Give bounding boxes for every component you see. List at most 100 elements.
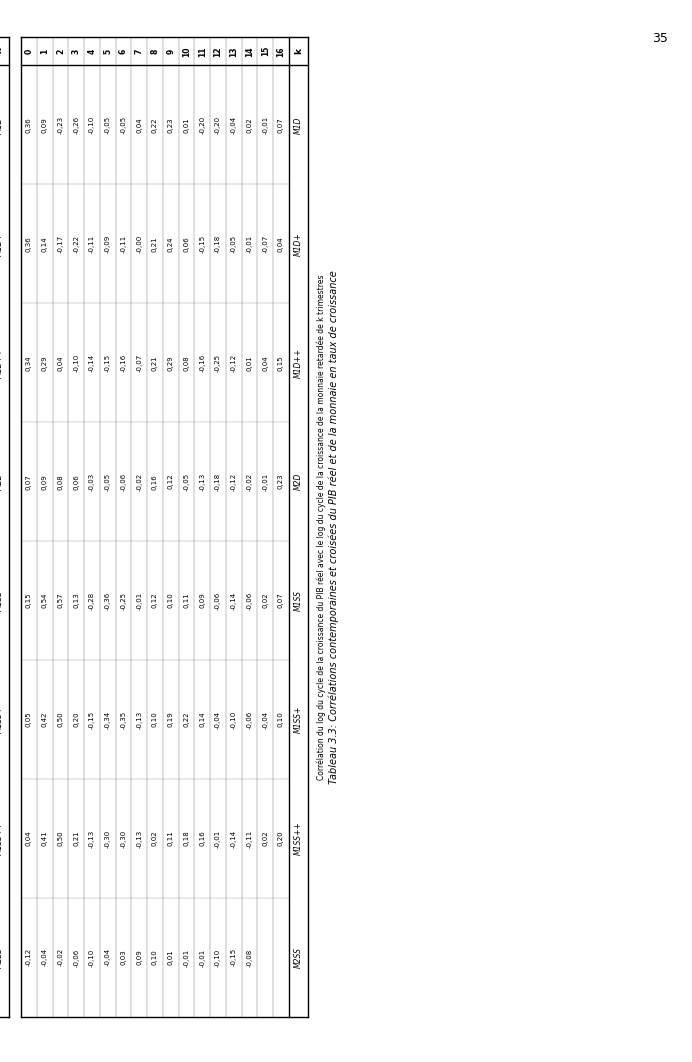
Text: 9: 9 (166, 49, 175, 54)
Text: 7: 7 (135, 49, 144, 54)
Text: -0,20: -0,20 (215, 116, 221, 134)
Text: -0,01: -0,01 (199, 948, 206, 966)
Text: -0,15: -0,15 (199, 235, 206, 253)
Text: 0,03: 0,03 (120, 949, 127, 965)
Text: -0,10: -0,10 (230, 710, 237, 729)
Text: -0,30: -0,30 (104, 829, 111, 847)
Text: -0,01: -0,01 (215, 829, 221, 847)
Text: 0,29: 0,29 (167, 355, 174, 371)
Text: -0,15: -0,15 (230, 948, 237, 966)
Text: 0,07: 0,07 (278, 117, 284, 133)
Text: 10: 10 (182, 46, 191, 56)
Text: M1D: M1D (294, 116, 303, 134)
Text: 0,50: 0,50 (57, 830, 64, 846)
Text: -k: -k (0, 47, 3, 56)
Text: 0,41: 0,41 (42, 830, 48, 846)
Text: -0,12: -0,12 (230, 473, 237, 491)
Text: -0,01: -0,01 (262, 116, 268, 134)
Text: 0,09: 0,09 (136, 949, 143, 965)
Text: -0,02: -0,02 (57, 948, 64, 966)
Text: 0,10: 0,10 (278, 712, 284, 727)
Text: 0,10: 0,10 (152, 712, 158, 727)
Text: 0,08: 0,08 (183, 355, 190, 371)
Text: -0,13: -0,13 (136, 710, 143, 729)
Text: 0,23: 0,23 (167, 117, 174, 133)
Text: -0,06: -0,06 (246, 592, 253, 610)
Text: 0,08: 0,08 (57, 474, 64, 490)
Text: 12: 12 (213, 46, 222, 56)
Text: -0,25: -0,25 (215, 354, 221, 372)
Text: 0,02: 0,02 (246, 117, 253, 133)
Text: 0,01: 0,01 (167, 949, 174, 965)
Text: 0,36: 0,36 (26, 117, 32, 133)
Text: 0,16: 0,16 (152, 474, 158, 490)
Text: -0,04: -0,04 (262, 710, 268, 729)
Text: -0,06: -0,06 (120, 473, 127, 491)
Text: 0,22: 0,22 (183, 712, 190, 727)
Text: 0,42: 0,42 (42, 712, 48, 727)
Text: -0,06: -0,06 (73, 948, 79, 966)
Text: 2: 2 (56, 49, 65, 54)
Text: -0,34: -0,34 (104, 710, 111, 729)
Text: -0,17: -0,17 (57, 235, 64, 253)
Text: -0,09: -0,09 (104, 235, 111, 253)
Text: 0,01: 0,01 (246, 355, 253, 371)
Text: 0,11: 0,11 (183, 593, 190, 609)
Text: 0,34: 0,34 (26, 355, 32, 371)
Text: 0,01: 0,01 (183, 117, 190, 133)
Text: M2SS: M2SS (294, 947, 303, 967)
Text: -0,11: -0,11 (120, 235, 127, 253)
Text: M1D++: M1D++ (0, 347, 3, 378)
Text: M1D: M1D (0, 116, 3, 134)
Text: -0,05: -0,05 (120, 116, 127, 134)
Text: 0,06: 0,06 (183, 236, 190, 252)
Text: -0,23: -0,23 (57, 116, 64, 134)
Text: 0,21: 0,21 (152, 236, 158, 252)
Text: M2D: M2D (294, 473, 303, 491)
Text: 0,09: 0,09 (199, 593, 206, 609)
Text: -0,05: -0,05 (104, 473, 111, 491)
Text: -0,11: -0,11 (246, 829, 253, 847)
Text: M2D: M2D (0, 473, 3, 491)
Text: -0,12: -0,12 (26, 948, 32, 966)
Text: -0,01: -0,01 (246, 235, 253, 253)
Text: 0,12: 0,12 (167, 474, 174, 490)
Text: 0,15: 0,15 (26, 593, 32, 609)
Text: -0,13: -0,13 (89, 829, 95, 847)
Text: 0,36: 0,36 (26, 236, 32, 252)
Text: -0,35: -0,35 (120, 710, 127, 729)
Text: -0,28: -0,28 (89, 592, 95, 610)
Text: -0,14: -0,14 (230, 829, 237, 847)
Text: 0,02: 0,02 (262, 593, 268, 609)
Text: -0,11: -0,11 (89, 235, 95, 253)
Text: 1: 1 (40, 49, 49, 54)
Text: -0,04: -0,04 (104, 948, 111, 966)
Text: 0,54: 0,54 (42, 593, 48, 609)
Text: -0,07: -0,07 (262, 235, 268, 253)
Text: -0,04: -0,04 (215, 710, 221, 729)
Text: -0,01: -0,01 (183, 948, 190, 966)
Text: -0,10: -0,10 (89, 116, 95, 134)
Text: -0,16: -0,16 (120, 354, 127, 372)
Text: -0,16: -0,16 (199, 354, 206, 372)
Text: -0,03: -0,03 (89, 473, 95, 491)
Text: M1SS++: M1SS++ (0, 822, 3, 855)
Text: 0,04: 0,04 (278, 236, 284, 252)
Text: -0,02: -0,02 (136, 473, 143, 491)
Text: k: k (294, 48, 303, 54)
Text: M2SS: M2SS (0, 947, 3, 967)
Text: -0,01: -0,01 (136, 592, 143, 610)
Text: 0,20: 0,20 (73, 712, 79, 727)
Text: -0,05: -0,05 (104, 116, 111, 134)
Text: 0,29: 0,29 (42, 355, 48, 371)
Text: -0,18: -0,18 (215, 473, 221, 491)
Text: 0,57: 0,57 (57, 593, 64, 609)
Text: -0,04: -0,04 (230, 116, 237, 134)
Text: -0,13: -0,13 (199, 473, 206, 491)
Text: 0,05: 0,05 (26, 712, 32, 727)
Text: 5: 5 (103, 49, 112, 54)
Text: 0,04: 0,04 (57, 355, 64, 371)
Text: 0,15: 0,15 (278, 355, 284, 371)
Text: -0,07: -0,07 (136, 354, 143, 372)
Text: -0,00: -0,00 (136, 235, 143, 253)
